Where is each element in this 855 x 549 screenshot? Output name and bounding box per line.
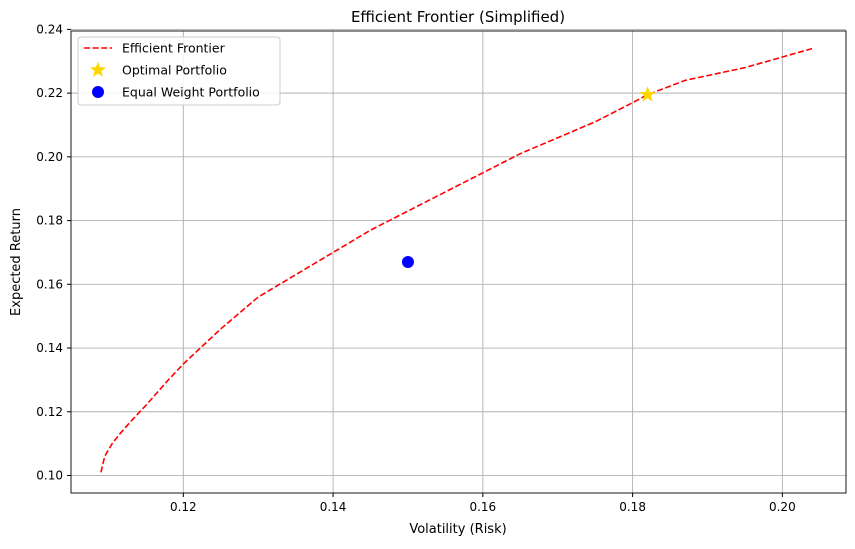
y-tick-label: 0.24 [36,22,63,36]
equal-weight-portfolio-marker [401,256,414,268]
chart-title: Efficient Frontier (Simplified) [351,8,565,26]
y-tick-label: 0.22 [36,86,63,100]
plot-frame [70,30,847,494]
y-tick-label: 0.10 [36,468,63,482]
legend-swatch-optimal-portfolio [89,61,107,77]
efficient-frontier-line [100,47,813,473]
x-axis-label: Volatility (Risk) [409,522,506,537]
legend-swatch-equal-weight-portfolio [92,86,104,98]
x-tick-label: 0.18 [619,500,646,514]
legend-box [77,36,281,106]
legend-label-equal-weight-portfolio: Equal Weight Portfolio [122,85,260,100]
y-tick-label: 0.16 [36,277,63,291]
grid [71,28,846,493]
legend-label-efficient-frontier: Efficient Frontier [122,41,226,56]
y-tick-label: 0.20 [36,150,63,164]
axes [70,30,847,494]
optimal-portfolio-marker [639,86,656,102]
y-tick-label: 0.18 [36,214,63,228]
x-tick-label: 0.12 [170,500,197,514]
legend-label-optimal-portfolio: Optimal Portfolio [122,63,227,78]
y-tick-label: 0.14 [36,341,63,355]
plot-series [100,47,813,473]
y-tick-label: 0.12 [36,405,63,419]
x-tick-label: 0.16 [469,500,496,514]
y-axis-label: Expected Return [9,208,24,316]
x-tick-label: 0.20 [769,500,796,514]
ticks: 0.12 0.14 0.16 0.18 0.20 0.10 0.12 0.14 0.16 0.18… [36,22,795,514]
legend: Efficient Frontier Optimal Portfolio Equal… [77,36,281,106]
x-tick-label: 0.14 [320,500,347,514]
